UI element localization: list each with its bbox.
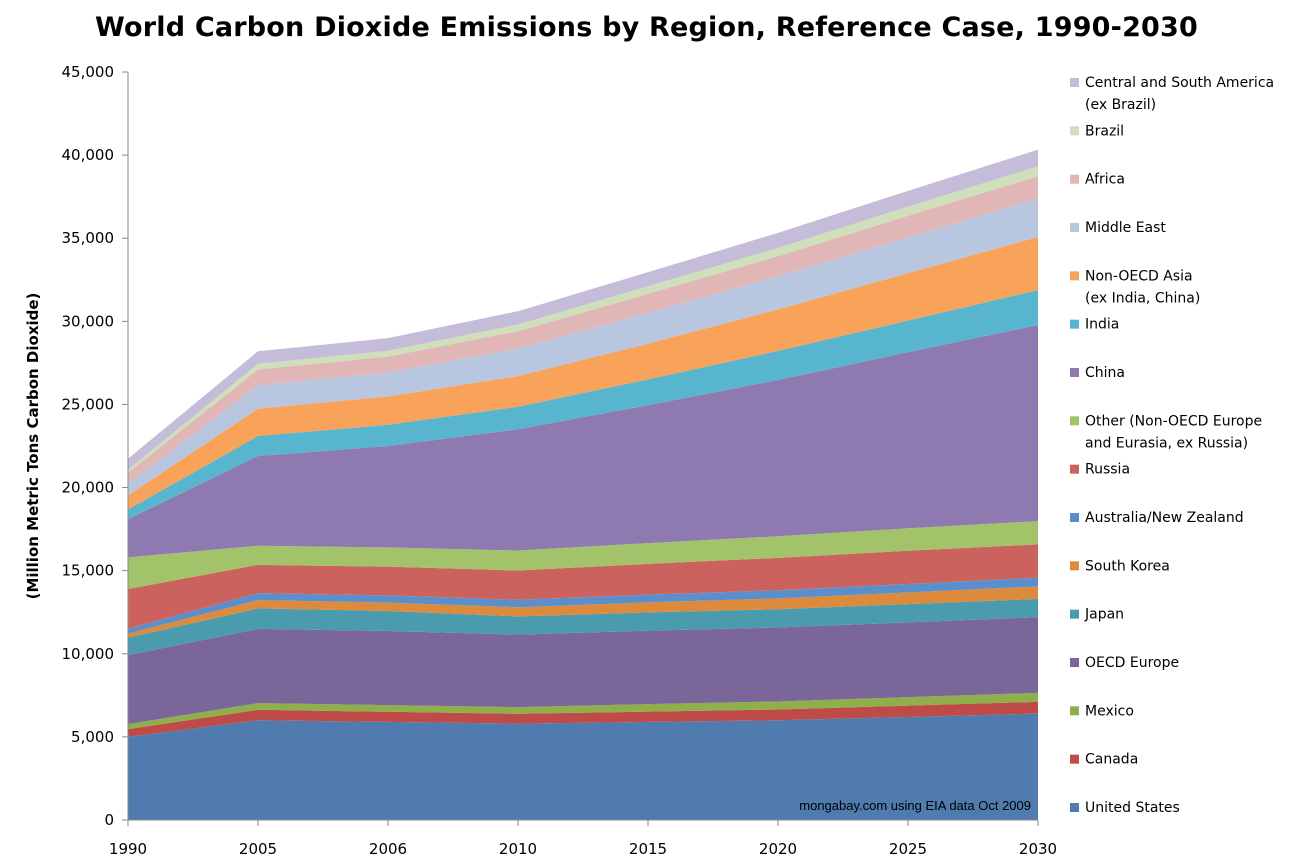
area-series-10 [128, 290, 1038, 520]
y-tick-label: 25,000 [62, 395, 115, 413]
legend-label: Russia [1085, 462, 1130, 478]
legend-label: Africa [1085, 172, 1125, 188]
y-tick-label: 40,000 [62, 146, 115, 164]
legend-label: Mexico [1085, 703, 1134, 719]
area-series-15 [128, 149, 1038, 470]
legend-swatch [1070, 78, 1079, 87]
legend-label: India [1085, 317, 1119, 333]
legend-label: Middle East [1085, 220, 1166, 236]
legend-swatch [1070, 368, 1079, 377]
legend-item: Brazil [1070, 123, 1124, 139]
source-annotation: mongabay.com using EIA data Oct 2009 [799, 798, 1031, 813]
legend-item: Other (Non-OECD Europe and Eurasia, ex Ru… [1070, 413, 1262, 451]
y-axis-label: (Million Metric Tons Carbon Dioxide) [24, 293, 42, 600]
legend-swatch [1070, 754, 1079, 764]
legend-label: Brazil [1085, 123, 1124, 139]
y-tick-label: 5,000 [71, 728, 114, 746]
y-tick-label: 35,000 [62, 229, 115, 247]
legend-swatch [1070, 803, 1079, 812]
legend-label: OECD Europe [1085, 655, 1179, 671]
x-tick-label: 1990 [109, 840, 147, 858]
legend-item: China [1070, 365, 1125, 381]
area-series-11 [128, 236, 1038, 510]
legend-swatch [1070, 658, 1079, 667]
chart-title: World Carbon Dioxide Emissions by Region… [94, 12, 1199, 43]
legend-item: Non-OECD Asia (ex India, China) [1070, 268, 1200, 306]
legend-swatch [1070, 513, 1079, 522]
legend-label: China [1085, 365, 1125, 381]
y-tick-label: 45,000 [62, 63, 115, 81]
y-tick-label: 0 [104, 811, 114, 829]
area-series-5 [128, 586, 1038, 638]
legend-swatch [1070, 464, 1079, 474]
area-series-9 [128, 324, 1038, 558]
legend-label: Non-OECD Asia (ex India, China) [1085, 268, 1200, 306]
x-tick-label: 2020 [759, 840, 797, 858]
x-tick-label: 2030 [1019, 840, 1057, 858]
legend-item: Mexico [1070, 703, 1134, 719]
legend-label: Other (Non-OECD Europe and Eurasia, ex Ru… [1085, 413, 1262, 451]
legend-swatch [1070, 706, 1079, 716]
area-series-8 [128, 521, 1038, 589]
y-tick-label: 15,000 [62, 562, 115, 580]
legend-item: Central and South America (ex Brazil) [1070, 75, 1274, 113]
legend-item: Japan [1070, 607, 1124, 623]
legend-item: OECD Europe [1070, 655, 1179, 671]
area-layers [128, 149, 1038, 820]
x-tick-label: 2025 [889, 840, 927, 858]
area-series-3 [128, 617, 1038, 725]
legend-item: United States [1070, 800, 1180, 816]
x-tick-label: 2015 [629, 840, 667, 858]
area-series-12 [128, 198, 1038, 496]
x-tick-label: 2005 [239, 840, 277, 858]
area-series-2 [128, 692, 1038, 730]
legend-label: Australia/New Zealand [1085, 510, 1244, 526]
legend-swatch [1070, 319, 1079, 329]
legend-label: Central and South America (ex Brazil) [1085, 75, 1274, 113]
y-axis-ticks: 0 5,000 10,000 15,000 20,000 25,000 30,000 35,0… [62, 63, 128, 829]
legend-label: Japan [1084, 607, 1124, 623]
legend: Central and South America (ex Brazil) Braz… [1070, 75, 1274, 816]
area-series-4 [128, 598, 1038, 656]
area-series-1 [128, 701, 1038, 737]
x-tick-label: 2010 [499, 840, 537, 858]
legend-swatch [1070, 174, 1079, 184]
legend-label: Canada [1085, 752, 1138, 768]
legend-item: Canada [1070, 752, 1138, 768]
legend-swatch [1070, 609, 1079, 619]
legend-item: South Korea [1070, 558, 1170, 574]
legend-swatch [1070, 223, 1079, 232]
legend-item: India [1070, 317, 1119, 333]
x-tick-label: 2006 [369, 840, 407, 858]
axes [127, 72, 1038, 821]
area-series-14 [128, 166, 1038, 473]
legend-item: Australia/New Zealand [1070, 510, 1244, 526]
area-series-0 [128, 713, 1038, 820]
area-series-6 [128, 577, 1038, 634]
legend-swatch [1070, 416, 1079, 426]
legend-swatch [1070, 271, 1079, 281]
x-axis-ticks: 1990 2005 2006 2010 2015 2020 2025 2030 [109, 820, 1057, 858]
y-tick-label: 30,000 [62, 312, 115, 330]
legend-swatch [1070, 561, 1079, 571]
area-series-13 [128, 176, 1038, 484]
area-series-7 [128, 544, 1038, 629]
legend-label: South Korea [1085, 558, 1170, 574]
y-tick-label: 10,000 [62, 645, 115, 663]
y-tick-label: 20,000 [62, 479, 115, 497]
legend-label: United States [1085, 800, 1180, 816]
legend-swatch [1070, 126, 1079, 136]
legend-item: Africa [1070, 172, 1125, 188]
legend-item: Middle East [1070, 220, 1166, 236]
legend-item: Russia [1070, 462, 1130, 478]
